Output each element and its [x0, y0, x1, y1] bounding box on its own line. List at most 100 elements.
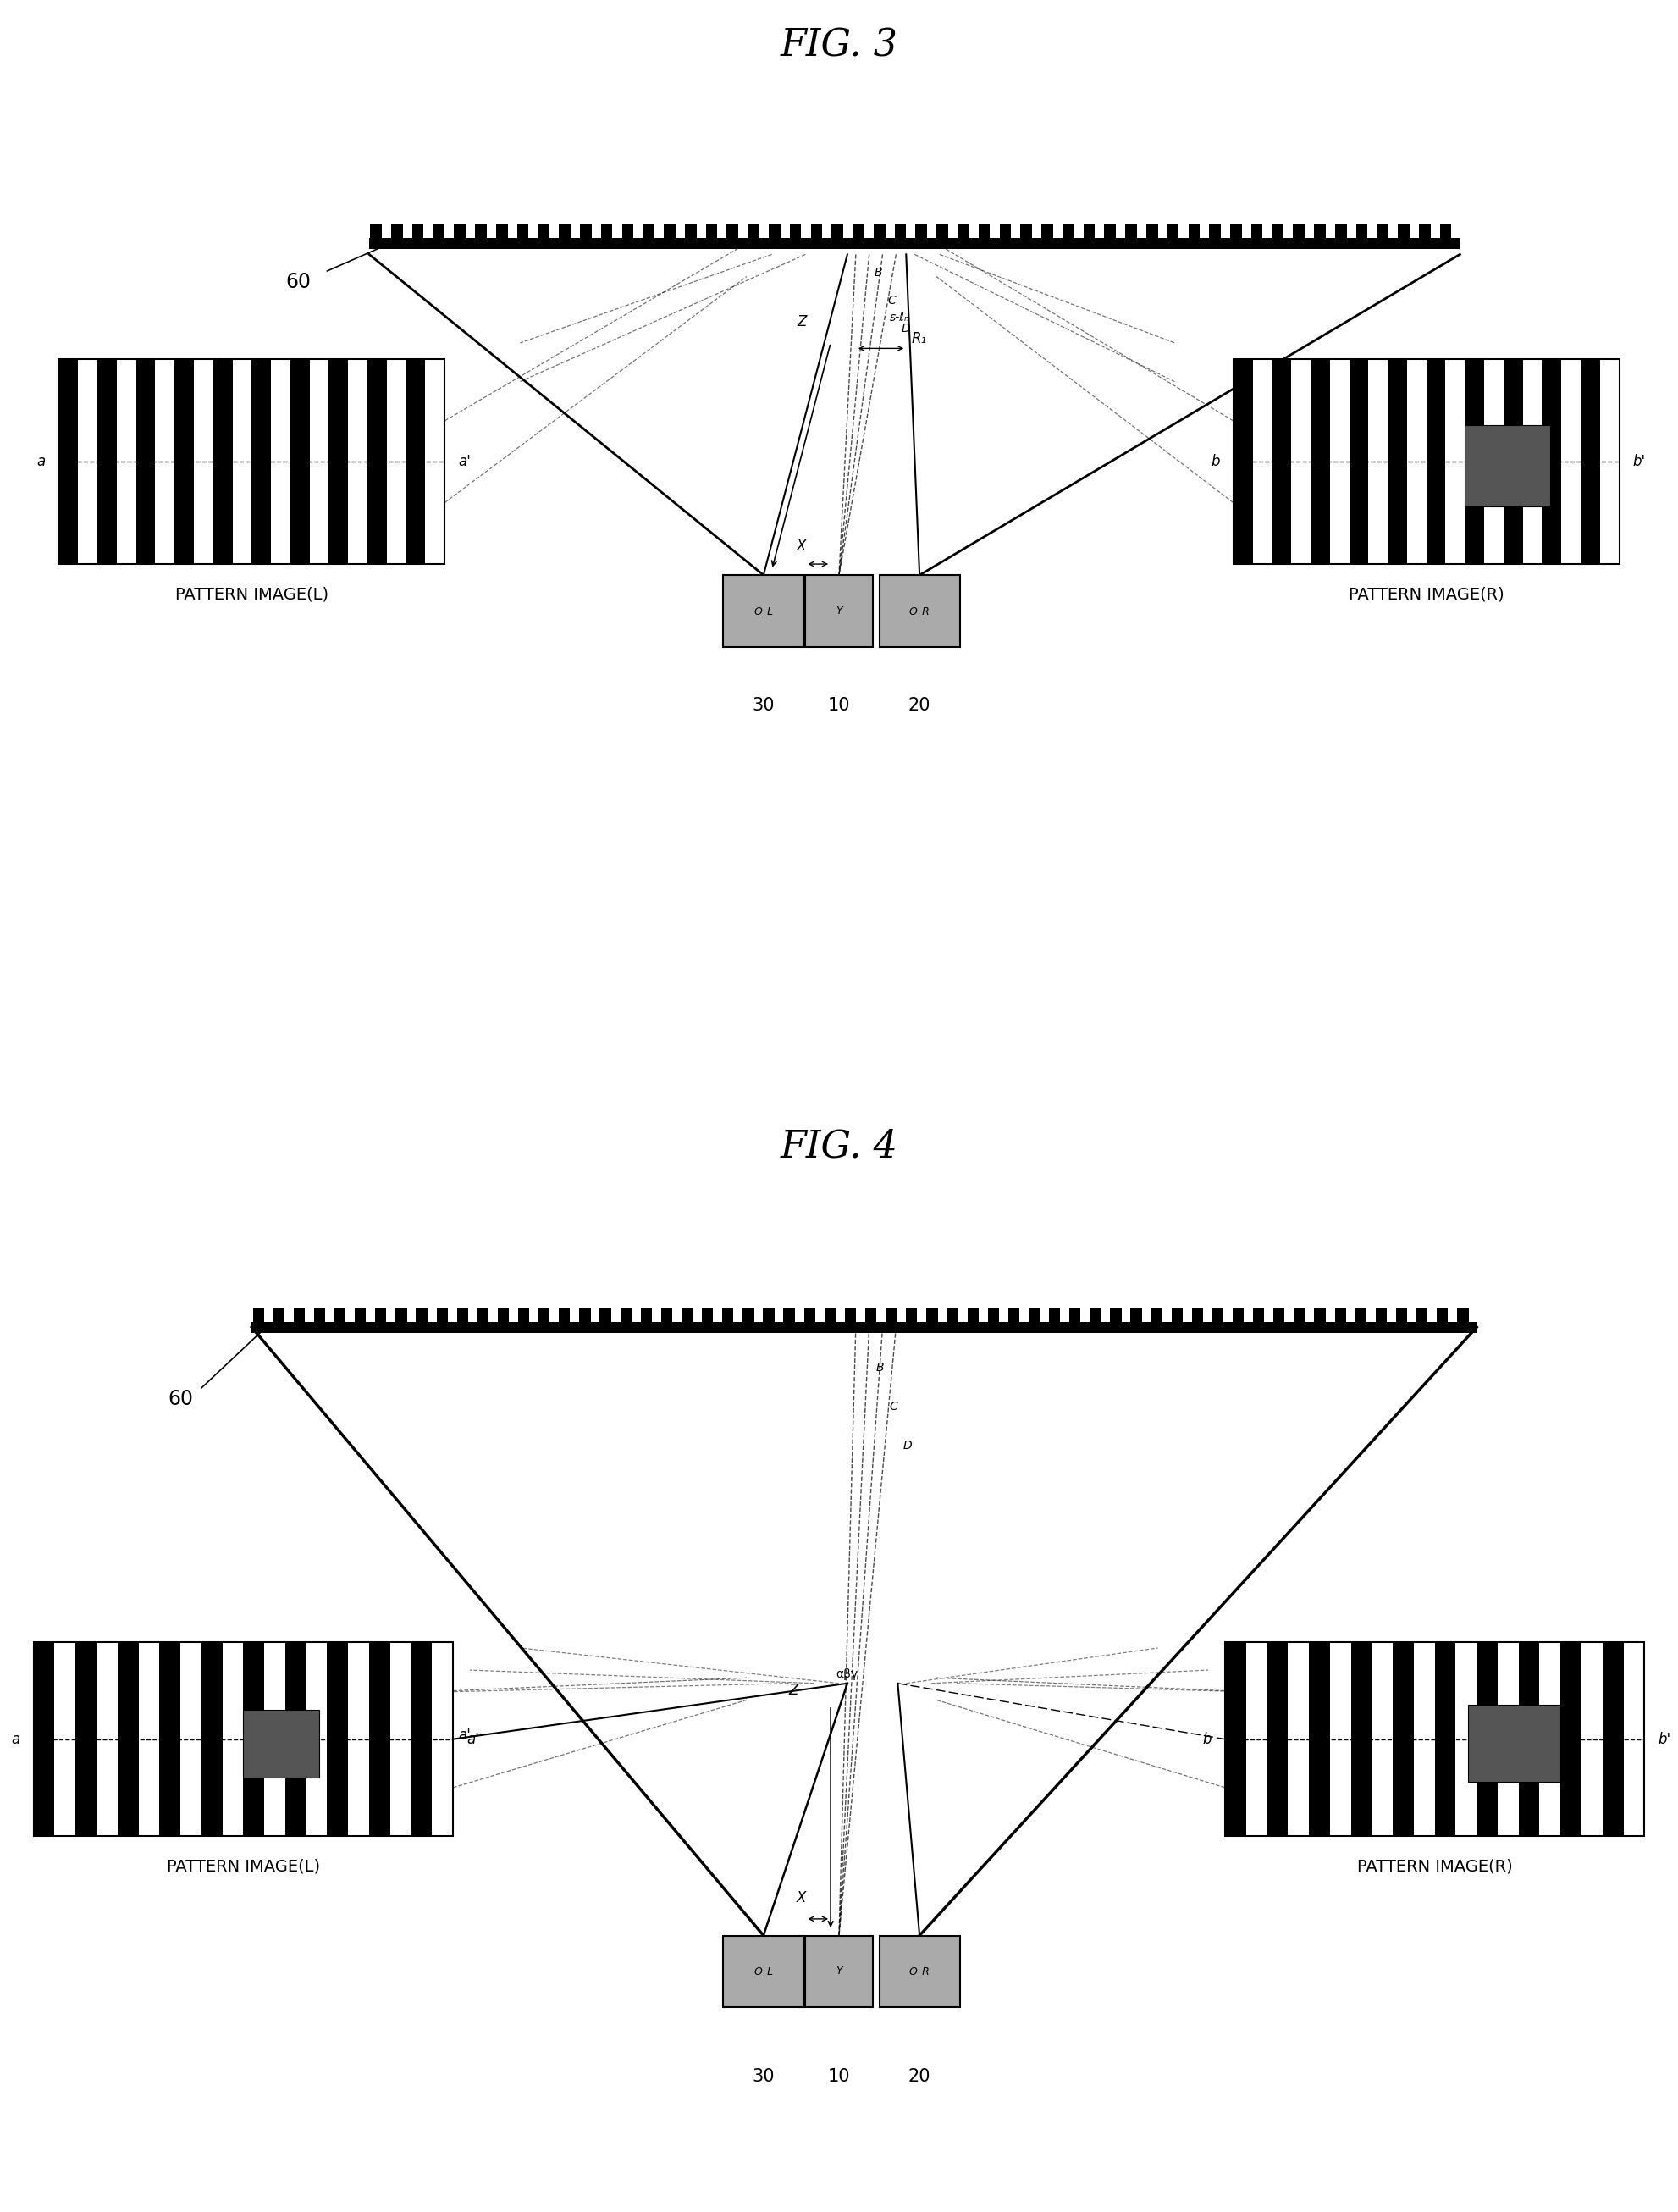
- Text: a': a': [458, 453, 472, 469]
- Text: R₁: R₁: [1519, 1721, 1532, 1732]
- Text: 10: 10: [827, 697, 851, 714]
- Bar: [722, 1307, 733, 1323]
- Bar: [369, 237, 1460, 248]
- Bar: [433, 223, 445, 239]
- Bar: [349, 1641, 369, 1836]
- Bar: [213, 358, 232, 564]
- Bar: [784, 1307, 795, 1323]
- Bar: [1408, 358, 1426, 564]
- Bar: [1624, 1641, 1644, 1836]
- Bar: [1210, 223, 1222, 239]
- Bar: [1369, 358, 1388, 564]
- Bar: [498, 1307, 508, 1323]
- Bar: [77, 358, 97, 564]
- Bar: [1171, 1307, 1183, 1323]
- Bar: [1440, 223, 1451, 239]
- Bar: [290, 358, 310, 564]
- Bar: [832, 223, 842, 239]
- Text: a': a': [458, 1728, 472, 1743]
- Text: β: β: [274, 1714, 280, 1725]
- Bar: [294, 1307, 305, 1323]
- Bar: [681, 1307, 693, 1323]
- Text: Z: Z: [789, 1683, 799, 1699]
- Bar: [201, 1641, 221, 1836]
- Bar: [1168, 223, 1178, 239]
- Text: 20: 20: [908, 2068, 931, 2086]
- Bar: [1252, 358, 1272, 564]
- Bar: [623, 223, 634, 239]
- Text: b: b: [1212, 453, 1220, 469]
- Text: R₁: R₁: [1512, 442, 1524, 453]
- Text: C: C: [889, 1400, 898, 1413]
- Text: PATTERN IMAGE(R): PATTERN IMAGE(R): [1349, 586, 1503, 602]
- Bar: [1292, 358, 1311, 564]
- Bar: [1225, 1641, 1644, 1836]
- Text: s-ℓₙ: s-ℓₙ: [889, 312, 909, 323]
- Bar: [117, 358, 136, 564]
- Bar: [539, 1307, 550, 1323]
- Bar: [1084, 223, 1096, 239]
- Bar: [1396, 1307, 1408, 1323]
- Bar: [371, 223, 381, 239]
- Bar: [926, 1307, 938, 1323]
- Text: 10: 10: [827, 2068, 851, 2086]
- Bar: [1581, 358, 1599, 564]
- Text: 60: 60: [168, 1389, 193, 1409]
- Bar: [456, 1307, 468, 1323]
- Bar: [97, 1641, 117, 1836]
- Text: R₁: R₁: [911, 332, 926, 347]
- Bar: [559, 223, 571, 239]
- Bar: [1020, 223, 1032, 239]
- Bar: [769, 223, 780, 239]
- Bar: [1314, 223, 1326, 239]
- Text: 20: 20: [908, 697, 931, 714]
- Text: A: A: [861, 239, 869, 252]
- Text: γ: γ: [295, 1714, 302, 1725]
- Bar: [1416, 1307, 1428, 1323]
- Bar: [1029, 1307, 1040, 1323]
- Text: a': a': [466, 1732, 480, 1747]
- Bar: [1188, 223, 1200, 239]
- Bar: [643, 223, 654, 239]
- Text: PATTERN IMAGE(L): PATTERN IMAGE(L): [175, 586, 329, 602]
- Bar: [34, 1641, 54, 1836]
- Bar: [810, 223, 822, 239]
- Bar: [1420, 223, 1430, 239]
- Bar: [1356, 1307, 1366, 1323]
- Bar: [1477, 1641, 1497, 1836]
- Bar: [763, 1307, 774, 1323]
- Text: O_R: O_R: [909, 1966, 930, 1978]
- Bar: [367, 358, 386, 564]
- Bar: [1289, 1641, 1309, 1836]
- Bar: [265, 1641, 285, 1836]
- Bar: [1602, 1641, 1623, 1836]
- Bar: [376, 1307, 386, 1323]
- Bar: [1146, 223, 1158, 239]
- Text: 60: 60: [285, 272, 310, 292]
- Bar: [1503, 358, 1524, 564]
- Bar: [805, 1936, 873, 2008]
- Bar: [1225, 1641, 1245, 1836]
- Bar: [1151, 1307, 1163, 1323]
- Bar: [1413, 1641, 1435, 1836]
- Bar: [879, 1936, 960, 2008]
- Bar: [252, 358, 272, 564]
- Bar: [1468, 1703, 1561, 1783]
- Bar: [1272, 223, 1284, 239]
- Bar: [386, 358, 406, 564]
- Bar: [967, 1307, 978, 1323]
- Text: Y: Y: [836, 1966, 842, 1978]
- Text: PATTERN IMAGE(L): PATTERN IMAGE(L): [166, 1858, 320, 1874]
- Bar: [274, 1307, 284, 1323]
- Bar: [1561, 1641, 1581, 1836]
- Bar: [455, 223, 466, 239]
- Bar: [1334, 1307, 1346, 1323]
- Bar: [1398, 223, 1410, 239]
- Bar: [1329, 1641, 1351, 1836]
- Bar: [874, 223, 886, 239]
- Bar: [426, 358, 445, 564]
- Bar: [1309, 1641, 1329, 1836]
- Bar: [1601, 358, 1619, 564]
- Bar: [790, 223, 802, 239]
- Bar: [1378, 223, 1389, 239]
